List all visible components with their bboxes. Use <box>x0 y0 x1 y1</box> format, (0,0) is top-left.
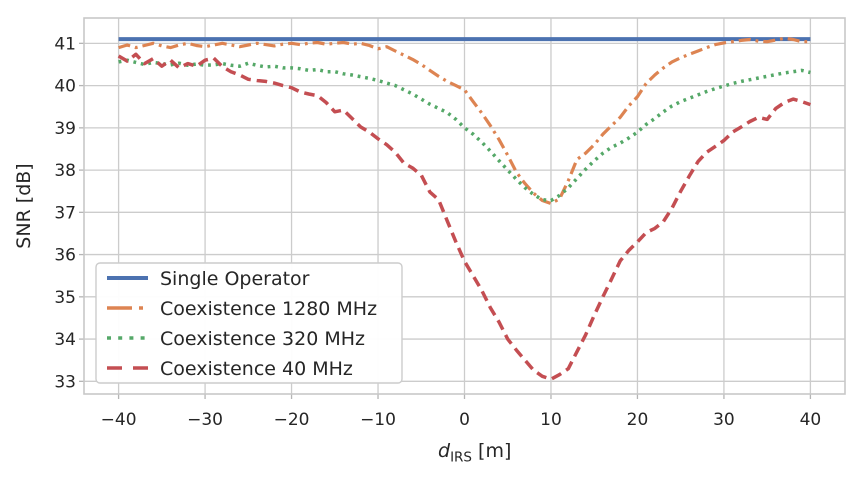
legend: Single Operator Coexistence 1280 MHz Coexi… <box>95 262 403 384</box>
legend-items: Single Operator Coexistence 1280 MHz Coexi… <box>107 268 377 380</box>
legend-label: Coexistence 40 MHz <box>160 358 353 380</box>
tick-labels: −40 −30 −20 −10 0 10 20 30 40 33 34 35 36 37 38 39 40 41 <box>54 34 821 430</box>
legend-label: Coexistence 320 MHz <box>160 328 365 350</box>
y-tick-label: 40 <box>54 77 76 97</box>
y-tick-label: 38 <box>54 161 76 181</box>
series-layer <box>117 36 811 381</box>
x-tick-label: 10 <box>540 410 562 430</box>
legend-label: Single Operator <box>160 268 310 290</box>
x-tick-label: 20 <box>627 410 649 430</box>
y-tick-label: 41 <box>54 34 76 54</box>
x-tick-label: −40 <box>101 410 137 430</box>
legend-label: Coexistence 1280 MHz <box>160 298 377 320</box>
y-tick-label: 34 <box>54 330 76 350</box>
y-tick-label: 37 <box>54 203 76 223</box>
plot-border <box>83 17 846 395</box>
legend-box <box>95 262 403 384</box>
y-tick-label: 35 <box>54 288 76 308</box>
x-tick-label: −30 <box>187 410 223 430</box>
x-tick-label: 30 <box>713 410 735 430</box>
y-tick-label: 33 <box>54 372 76 392</box>
x-tick-label: 0 <box>459 410 470 430</box>
series-line-coexistence-40-mhz <box>117 52 811 381</box>
y-tick-label: 36 <box>54 246 76 266</box>
series-line-coexistence-1280-mhz <box>118 36 811 206</box>
x-tick-label: −10 <box>360 410 396 430</box>
y-axis-label: SNR [dB] <box>13 163 35 248</box>
x-tick-label: 40 <box>800 410 822 430</box>
y-tick-label: 39 <box>54 119 76 139</box>
tick-marks <box>79 42 812 399</box>
x-axis-label: dIRS [m] <box>438 440 511 466</box>
x-tick-label: −20 <box>274 410 310 430</box>
